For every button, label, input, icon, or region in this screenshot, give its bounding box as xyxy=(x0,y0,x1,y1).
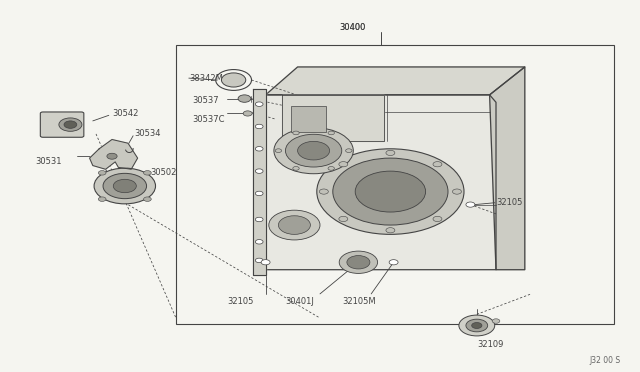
Circle shape xyxy=(333,158,448,225)
Circle shape xyxy=(275,149,282,153)
Circle shape xyxy=(255,169,263,173)
Text: J32 00 S: J32 00 S xyxy=(589,356,621,365)
Text: 30537: 30537 xyxy=(192,96,219,105)
Circle shape xyxy=(347,256,370,269)
Circle shape xyxy=(143,197,151,201)
Circle shape xyxy=(261,260,270,265)
Text: 38342M: 38342M xyxy=(189,74,223,83)
Text: 30534: 30534 xyxy=(134,129,161,138)
Text: 30401J: 30401J xyxy=(285,297,314,306)
Circle shape xyxy=(99,171,106,175)
Circle shape xyxy=(339,251,378,273)
Circle shape xyxy=(274,128,353,174)
Circle shape xyxy=(472,323,482,328)
Text: 32105: 32105 xyxy=(227,297,253,306)
Circle shape xyxy=(389,260,398,265)
Circle shape xyxy=(459,315,495,336)
Circle shape xyxy=(328,167,334,170)
FancyBboxPatch shape xyxy=(40,112,84,137)
Circle shape xyxy=(298,141,330,160)
Circle shape xyxy=(59,118,82,131)
Circle shape xyxy=(433,161,442,167)
Bar xyxy=(176,45,614,324)
Text: 30531: 30531 xyxy=(35,157,61,166)
Circle shape xyxy=(355,171,426,212)
Text: 30537C: 30537C xyxy=(192,115,225,124)
Circle shape xyxy=(99,197,106,201)
Text: 32109: 32109 xyxy=(477,340,503,349)
Circle shape xyxy=(107,153,117,159)
Circle shape xyxy=(255,102,263,106)
Circle shape xyxy=(285,134,342,167)
Circle shape xyxy=(293,167,300,170)
Circle shape xyxy=(278,216,310,234)
Text: 30400: 30400 xyxy=(339,23,365,32)
Circle shape xyxy=(255,217,263,222)
Circle shape xyxy=(221,73,246,87)
Text: 30502: 30502 xyxy=(150,169,177,177)
Circle shape xyxy=(339,217,348,222)
Circle shape xyxy=(238,95,251,102)
Polygon shape xyxy=(266,67,525,95)
Circle shape xyxy=(269,210,320,240)
Circle shape xyxy=(433,217,442,222)
Circle shape xyxy=(452,189,461,194)
Circle shape xyxy=(243,111,252,116)
Circle shape xyxy=(255,124,263,129)
Circle shape xyxy=(317,149,464,234)
Circle shape xyxy=(255,240,263,244)
Bar xyxy=(291,106,326,132)
Polygon shape xyxy=(90,140,138,169)
Polygon shape xyxy=(266,95,496,270)
Circle shape xyxy=(386,228,395,233)
Text: 32105M: 32105M xyxy=(342,297,376,306)
Circle shape xyxy=(103,173,147,199)
Text: 30542: 30542 xyxy=(112,109,138,118)
Circle shape xyxy=(64,121,77,128)
Circle shape xyxy=(255,147,263,151)
Circle shape xyxy=(339,161,348,167)
Circle shape xyxy=(143,171,151,175)
Polygon shape xyxy=(253,89,266,275)
Circle shape xyxy=(328,131,334,135)
Circle shape xyxy=(319,189,328,194)
Circle shape xyxy=(293,131,300,135)
Polygon shape xyxy=(490,67,525,270)
Text: 30400: 30400 xyxy=(339,23,365,32)
Polygon shape xyxy=(282,95,384,141)
Circle shape xyxy=(255,258,263,263)
Text: 32105: 32105 xyxy=(496,198,522,207)
Circle shape xyxy=(466,319,488,332)
Circle shape xyxy=(346,149,352,153)
Circle shape xyxy=(94,168,156,204)
Circle shape xyxy=(492,319,500,323)
Circle shape xyxy=(113,179,136,193)
Circle shape xyxy=(386,150,395,155)
Circle shape xyxy=(255,191,263,196)
Circle shape xyxy=(466,202,475,207)
